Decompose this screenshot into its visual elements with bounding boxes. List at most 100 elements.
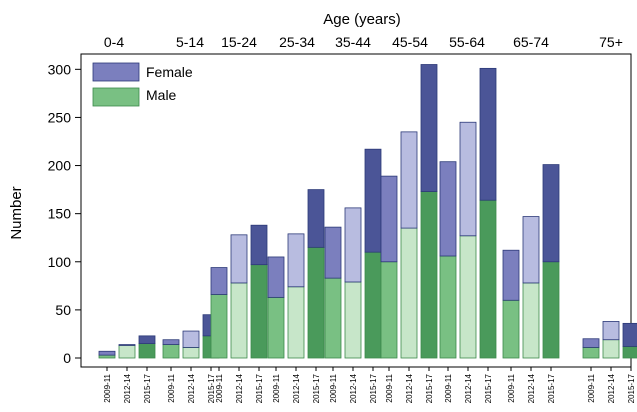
bar-female: [344, 207, 362, 283]
x-tick-label: 2015-17: [627, 373, 636, 403]
x-tick-label: 2012-14: [607, 373, 616, 403]
x-tick-label: 2009-11: [444, 373, 453, 402]
y-tick-label: 250: [48, 109, 72, 125]
bar-female: [400, 131, 418, 229]
x-tick-label: 2015-17: [547, 373, 556, 403]
bar-female: [502, 249, 520, 301]
x-tick-label: 2015-17: [425, 373, 434, 403]
x-tick-label: 2012-14: [235, 373, 244, 403]
bar-female: [439, 161, 457, 257]
x-tick-label: 2015-17: [207, 373, 216, 403]
bar-female: [138, 335, 156, 344]
x-tick-label: 2015-17: [255, 373, 264, 403]
bar-male: [98, 354, 116, 359]
group-label: 5-14: [176, 34, 204, 50]
bar-male: [522, 282, 540, 359]
y-axis-label: Number: [8, 186, 25, 239]
x-tick-label: 2015-17: [484, 373, 493, 403]
bar-male: [400, 227, 418, 359]
group-label: 15-24: [221, 34, 257, 50]
bar-female: [250, 224, 268, 266]
bar-female: [287, 233, 305, 288]
x-tick-label: 2015-17: [369, 373, 378, 403]
bar-male: [479, 199, 497, 359]
bar-male: [267, 296, 285, 359]
x-tick-label: 2009-11: [587, 373, 596, 402]
y-tick-label: 150: [48, 206, 72, 222]
group-label: 25-34: [279, 34, 315, 50]
bar-male: [118, 345, 136, 359]
bar-female: [324, 226, 342, 279]
x-tick-label: 2009-11: [507, 373, 516, 402]
bar-male: [364, 251, 382, 359]
bar-male: [502, 299, 520, 359]
x-tick-label: 2012-14: [464, 373, 473, 403]
bar-female: [459, 121, 477, 237]
bar-female: [522, 216, 540, 284]
bar-male: [287, 286, 305, 359]
x-tick-label: 2009-11: [103, 373, 112, 402]
bar-female: [420, 64, 438, 192]
x-tick-label: 2015-17: [312, 373, 321, 403]
bar-male: [439, 255, 457, 359]
x-tick-label: 2009-11: [272, 373, 281, 402]
bar-female: [622, 322, 637, 347]
x-tick-label: 2012-14: [123, 373, 132, 403]
y-tick-label: 0: [63, 350, 71, 366]
bar-male: [138, 343, 156, 359]
bar-female: [602, 321, 620, 341]
bar-female: [380, 175, 398, 263]
bar-female: [162, 339, 180, 345]
bar-female: [98, 350, 116, 356]
legend-swatch-male: [92, 87, 140, 107]
legend: Female Male: [92, 62, 193, 107]
group-label: 35-44: [335, 34, 371, 50]
bar-male: [420, 191, 438, 359]
bar-male: [344, 281, 362, 359]
bar-male: [182, 347, 200, 359]
y-tick-label: 200: [48, 158, 72, 174]
plot-frame: [80, 53, 632, 368]
y-tick-label: 50: [55, 302, 71, 318]
legend-label-female: Female: [146, 64, 193, 80]
x-tick-label: 2012-14: [527, 373, 536, 403]
bar-female: [542, 164, 560, 263]
x-tick-label: 2012-14: [405, 373, 414, 403]
group-label: 65-74: [513, 34, 549, 50]
group-label: 45-54: [392, 34, 428, 50]
bar-male: [324, 277, 342, 359]
bar-male: [459, 235, 477, 359]
bar-male: [582, 347, 600, 359]
bar-male: [622, 346, 637, 359]
bar-female: [364, 148, 382, 253]
x-tick-label: 2009-11: [329, 373, 338, 402]
y-tick-label: 100: [48, 254, 72, 270]
y-tick-label: 300: [48, 61, 72, 77]
group-labels: 0-4 5-14 15-24 25-34 35-44 45-54 55-64 65-74 75+: [104, 34, 623, 50]
bar-female: [118, 344, 136, 346]
bar-male: [162, 344, 180, 359]
bars: [98, 64, 637, 359]
top-axis-title: Age (years): [323, 11, 401, 28]
group-label: 75+: [599, 34, 623, 50]
bar-female: [210, 267, 228, 295]
x-tick-label: 2009-11: [385, 373, 394, 402]
bar-female: [230, 234, 248, 284]
x-tick-label: 2012-14: [292, 373, 301, 403]
bar-male: [307, 246, 325, 359]
bar-male: [250, 264, 268, 359]
bar-female: [582, 338, 600, 348]
legend-swatch-female: [92, 62, 140, 82]
bar-male: [210, 294, 228, 359]
legend-label-male: Male: [146, 87, 177, 103]
x-tick-label: 2009-11: [167, 373, 176, 402]
x-tick-label: 2012-14: [187, 373, 196, 403]
y-axis: 0 50 100 150 200 250 300: [48, 61, 81, 366]
bar-male: [230, 282, 248, 359]
x-tick-labels: 2009-11 2012-14 2015-17 2009-11 2012-14 2015-…: [103, 367, 636, 403]
x-tick-label: 2012-14: [349, 373, 358, 403]
bar-female: [307, 189, 325, 248]
bar-female: [479, 67, 497, 201]
x-tick-label: 2009-11: [215, 373, 224, 402]
